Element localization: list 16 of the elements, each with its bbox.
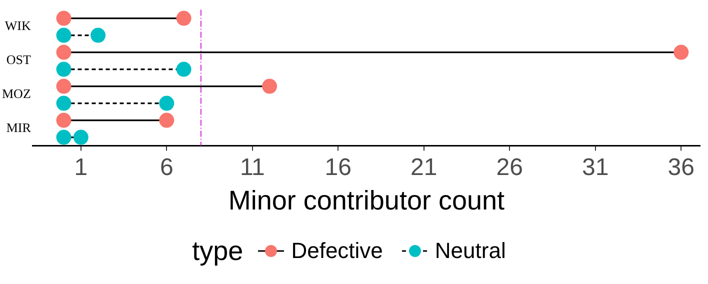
x-tick-label: 11 bbox=[240, 154, 265, 181]
x-tick-label: 21 bbox=[410, 154, 438, 181]
x-tick-label: 16 bbox=[324, 154, 352, 181]
y-tick-label: OST bbox=[6, 52, 31, 68]
x-tick-label: 6 bbox=[160, 154, 174, 181]
x-axis-title: Minor contributor count bbox=[228, 185, 506, 216]
x-tick-label: 36 bbox=[668, 154, 694, 181]
legend-title: type bbox=[192, 236, 244, 266]
y-tick-label: MOZ bbox=[2, 86, 31, 102]
x-tick-label: 26 bbox=[496, 154, 523, 181]
y-tick-label: MIR bbox=[6, 120, 32, 136]
legend-label: Neutral bbox=[434, 238, 506, 264]
y-tick-label: WIK bbox=[4, 18, 32, 34]
x-tick-label: 1 bbox=[74, 154, 88, 181]
legend-label: Defective bbox=[291, 238, 383, 264]
x-tick-label: 31 bbox=[582, 154, 609, 181]
